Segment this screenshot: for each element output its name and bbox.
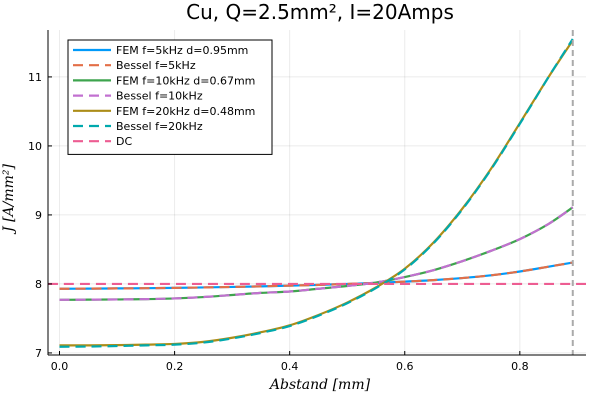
- axes: 0.0 0.2 0.4 0.6 0.8 7 8 9 10 11: [28, 30, 586, 373]
- y-tick-label: 8: [35, 278, 42, 291]
- legend-label: FEM f=10kHz d=0.67mm: [116, 74, 255, 87]
- legend-label: FEM f=20kHz d=0.48mm: [116, 105, 255, 118]
- series-lines: [48, 38, 586, 348]
- y-tick-label: 10: [28, 140, 42, 153]
- series-line-1: [59, 261, 573, 290]
- legend-label: Bessel f=20kHz: [116, 120, 203, 133]
- x-tick-label: 0.0: [51, 360, 69, 373]
- x-tick-label: 0.6: [396, 360, 414, 373]
- chart-title: Cu, Q=2.5mm², I=20Amps: [186, 0, 454, 24]
- y-axis-label: J [A/mm²]: [1, 163, 17, 235]
- x-tick-label: 0.2: [166, 360, 184, 373]
- x-tick-label: 0.4: [281, 360, 299, 373]
- y-tick-label: 7: [35, 347, 42, 360]
- y-tick-label: 9: [35, 209, 42, 222]
- legend-box: [67, 39, 273, 155]
- legend-label: DC: [116, 135, 132, 148]
- legend-label: Bessel f=5kHz: [116, 59, 196, 72]
- legend-label: FEM f=5kHz d=0.95mm: [116, 44, 248, 57]
- legend: FEM f=5kHz d=0.95mm Bessel f=5kHz FEM f=10…: [67, 39, 273, 155]
- x-tick-label: 0.8: [511, 360, 529, 373]
- y-tick-label: 11: [28, 71, 42, 84]
- series-line-5: [59, 38, 574, 348]
- x-axis-label: Abstand [mm]: [268, 377, 371, 393]
- legend-label: Bessel f=10kHz: [116, 90, 203, 103]
- series-line-3: [59, 206, 574, 301]
